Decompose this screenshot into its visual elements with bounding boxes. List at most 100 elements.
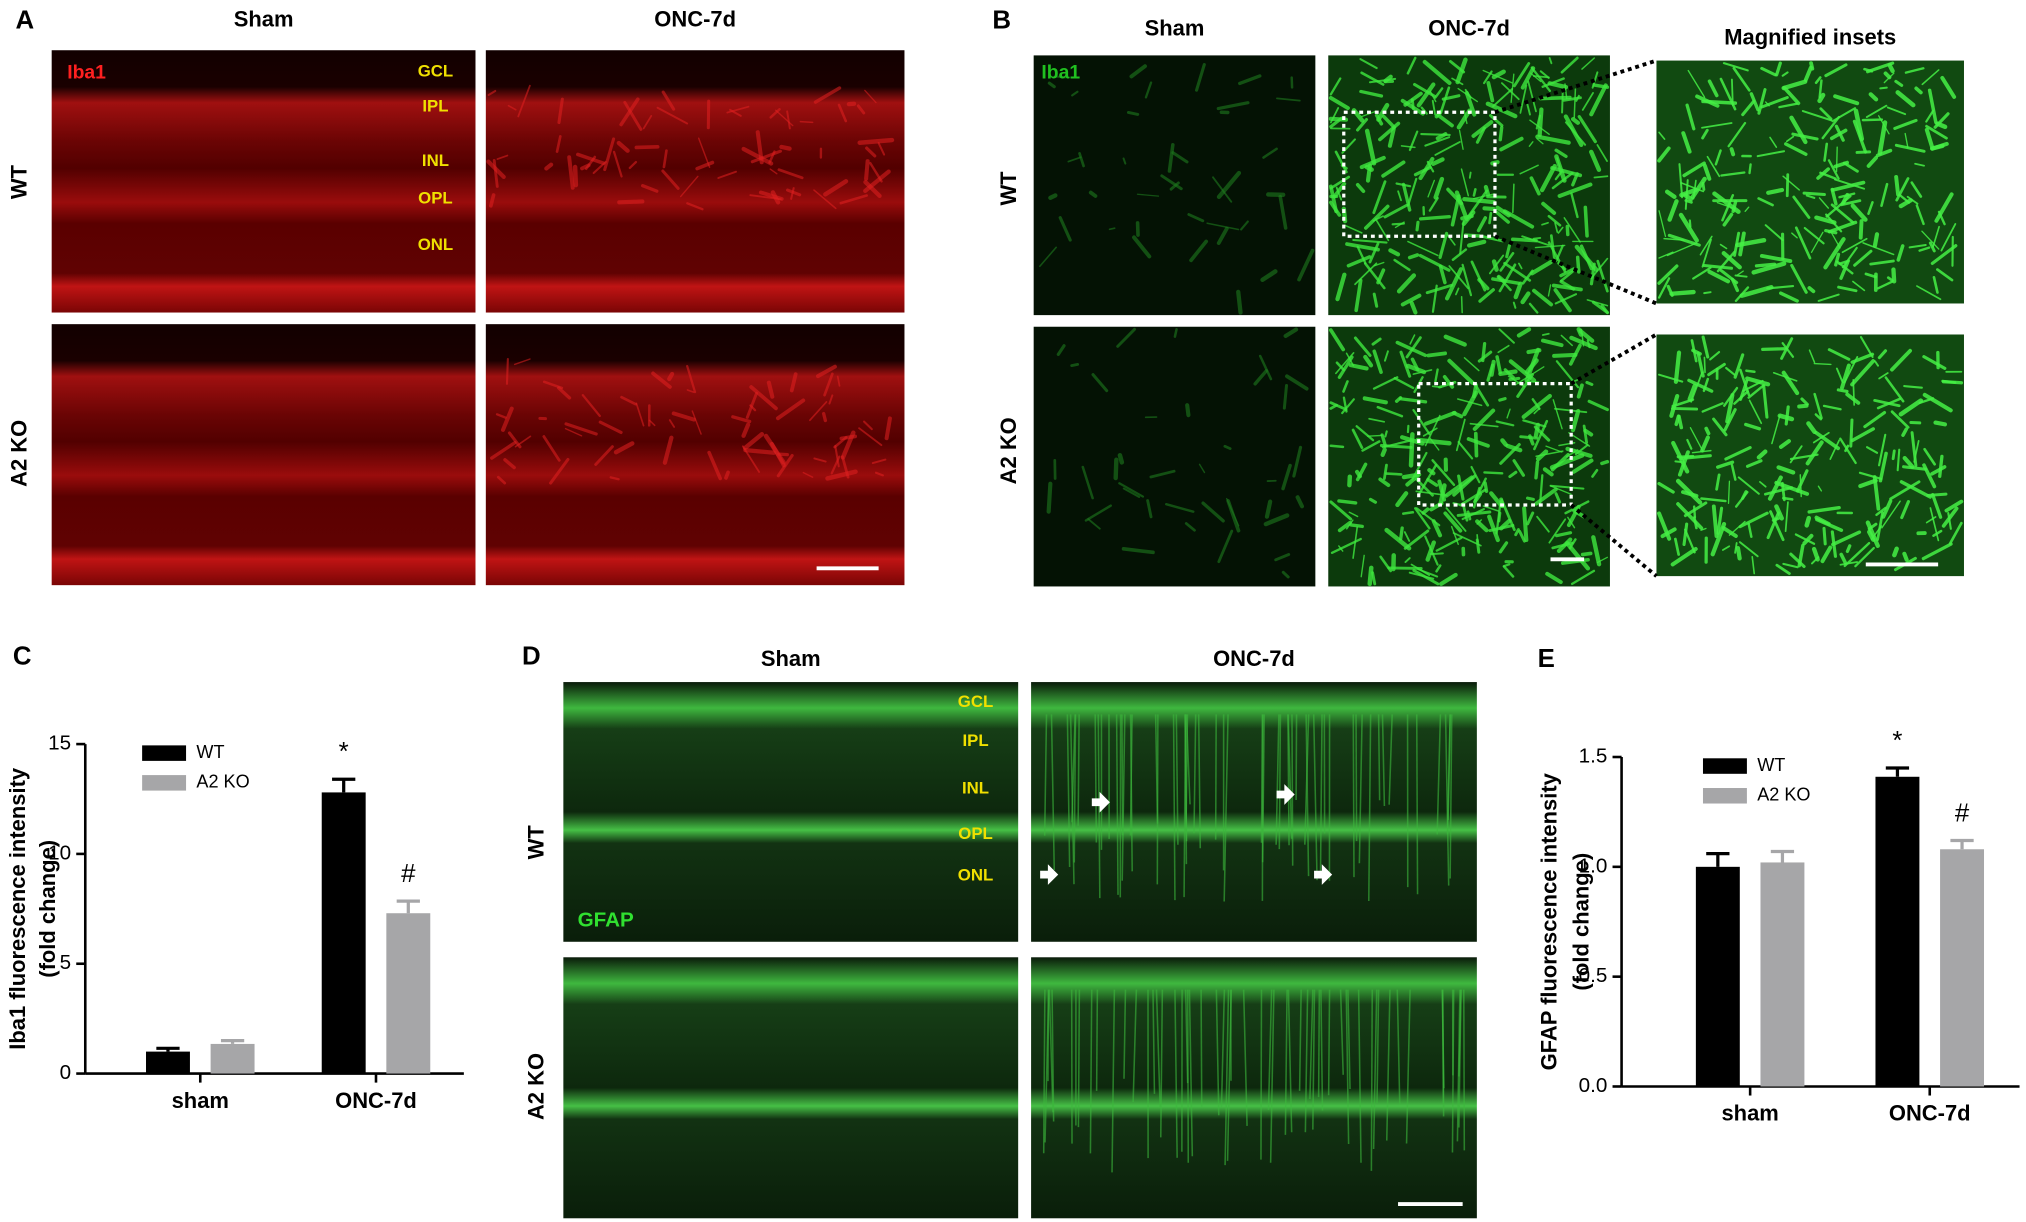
texture	[1737, 476, 1760, 495]
texture	[1395, 182, 1412, 188]
texture	[1560, 334, 1573, 347]
texture	[1570, 408, 1581, 433]
texture	[1836, 260, 1854, 275]
texture	[1455, 287, 1460, 296]
texture	[1381, 714, 1386, 807]
texture	[1371, 571, 1377, 586]
texture	[1456, 108, 1472, 130]
texture	[495, 413, 507, 419]
row-label: A2 KO	[6, 420, 31, 487]
texture	[1160, 174, 1183, 191]
texture	[642, 115, 653, 130]
texture	[839, 434, 858, 441]
stain-label: Iba1	[1041, 62, 1080, 84]
texture	[1704, 426, 1711, 436]
texture	[1791, 232, 1798, 239]
texture	[1782, 85, 1801, 106]
texture	[1541, 221, 1549, 226]
texture	[1556, 157, 1561, 169]
texture	[487, 89, 497, 97]
texture	[1185, 714, 1191, 805]
texture	[1424, 414, 1441, 447]
texture	[1712, 417, 1728, 437]
texture	[686, 202, 704, 211]
texture	[1295, 495, 1304, 509]
bar	[1695, 866, 1740, 1087]
texture	[823, 179, 849, 197]
texture	[1823, 237, 1846, 270]
texture	[1557, 226, 1564, 234]
texture	[1418, 253, 1451, 272]
texture	[1513, 281, 1523, 300]
bar	[321, 792, 366, 1074]
texture	[1664, 189, 1677, 199]
texture	[1077, 989, 1081, 1128]
layer-label: OPL	[958, 824, 993, 843]
texture	[1706, 155, 1721, 178]
texture	[1418, 215, 1451, 221]
texture	[1714, 149, 1722, 166]
y-tick-label: 0	[60, 1061, 72, 1084]
texture	[1482, 70, 1493, 85]
texture	[1559, 267, 1576, 278]
texture	[1879, 86, 1888, 90]
texture	[1579, 244, 1594, 271]
texture	[1368, 417, 1386, 423]
texture	[1804, 515, 1812, 528]
texture	[1491, 69, 1506, 80]
texture	[1520, 291, 1531, 305]
texture	[1781, 370, 1800, 396]
texture	[809, 401, 828, 422]
texture	[1503, 261, 1532, 282]
texture	[1858, 478, 1878, 489]
texture	[1108, 227, 1116, 231]
texture	[1348, 511, 1359, 518]
texture	[1174, 989, 1178, 1158]
texture	[1372, 376, 1399, 390]
texture	[1498, 328, 1515, 344]
texture	[1433, 176, 1445, 200]
texture	[1682, 192, 1694, 202]
texture	[1385, 989, 1391, 1141]
texture	[1833, 178, 1866, 190]
texture	[1173, 328, 1178, 338]
texture	[1877, 433, 1887, 467]
texture	[1769, 510, 1785, 542]
texture	[1551, 171, 1574, 190]
texture	[1356, 117, 1369, 132]
texture	[1734, 490, 1749, 508]
texture	[1201, 501, 1225, 523]
texture	[1136, 193, 1160, 197]
texture	[1441, 94, 1461, 101]
row-label: A2 KO	[996, 417, 1021, 484]
texture	[1813, 392, 1823, 420]
texture	[1195, 63, 1206, 92]
texture	[1845, 392, 1861, 405]
texture	[1283, 327, 1299, 339]
texture	[1482, 505, 1500, 512]
texture	[1345, 242, 1380, 252]
texture	[1415, 437, 1452, 446]
texture	[1687, 69, 1706, 99]
layer-label: OPL	[418, 188, 453, 207]
texture	[1532, 288, 1554, 307]
texture	[1434, 368, 1439, 383]
texture	[1591, 535, 1602, 567]
texture	[1872, 232, 1880, 248]
texture	[1381, 439, 1414, 449]
texture	[1552, 352, 1578, 358]
texture	[1122, 487, 1141, 498]
texture	[1470, 260, 1487, 292]
texture	[1564, 83, 1568, 99]
texture	[839, 194, 868, 205]
texture	[1693, 516, 1698, 530]
inset-box	[1417, 381, 1573, 507]
texture	[1581, 57, 1596, 70]
texture	[1852, 119, 1868, 154]
texture	[1457, 440, 1474, 460]
texture	[1537, 107, 1544, 138]
texture	[1819, 107, 1833, 121]
texture	[1121, 714, 1124, 836]
texture	[662, 435, 674, 465]
texture	[1657, 264, 1679, 285]
